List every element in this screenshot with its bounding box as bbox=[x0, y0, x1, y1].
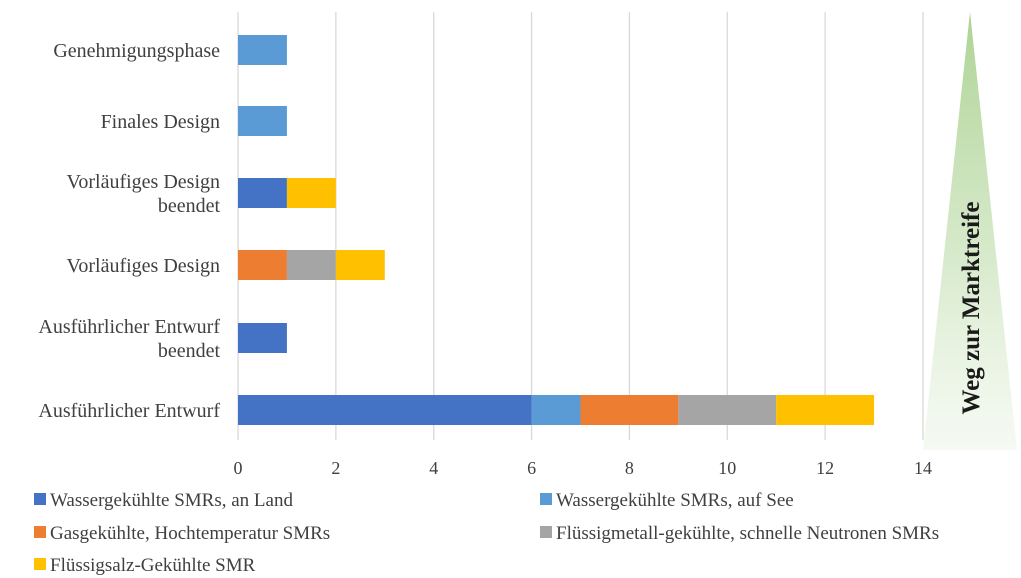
bar-segment bbox=[238, 395, 532, 425]
x-tick-label: 2 bbox=[331, 458, 340, 478]
category-label: beendet bbox=[158, 340, 221, 362]
x-tick-label: 14 bbox=[914, 458, 932, 478]
bar-segment bbox=[678, 395, 777, 425]
x-tick-label: 0 bbox=[234, 458, 243, 478]
x-tick-label: 8 bbox=[625, 458, 634, 478]
category-label: beendet bbox=[158, 195, 221, 217]
legend-label: Wassergekühlte SMRs, auf See bbox=[556, 490, 794, 511]
category-labels: Genehmigungsphase Finales Design Vorläufig… bbox=[38, 40, 220, 422]
legend: Wassergekühlte SMRs, an Land Wassergekühl… bbox=[34, 490, 939, 576]
bar-segment bbox=[238, 250, 287, 280]
bars bbox=[238, 35, 875, 425]
x-tick-label: 6 bbox=[527, 458, 536, 478]
bar-segment bbox=[238, 106, 287, 136]
category-label: Vorläufiges Design bbox=[67, 171, 221, 193]
legend-label: Gasgekühlte, Hochtemperatur SMRs bbox=[50, 523, 330, 544]
legend-label: Flüssigsalz-Gekühlte SMR bbox=[50, 555, 256, 576]
category-label: Genehmigungsphase bbox=[53, 40, 220, 62]
market-readiness-arrow: Weg zur Marktreife bbox=[923, 12, 1017, 450]
x-tick-label: 4 bbox=[429, 458, 438, 478]
x-tick-label: 10 bbox=[718, 458, 736, 478]
bar-segment bbox=[238, 323, 287, 353]
bar-segment bbox=[286, 178, 336, 208]
bar-segment bbox=[531, 395, 581, 425]
legend-swatch bbox=[34, 493, 46, 505]
bar-segment bbox=[776, 395, 875, 425]
gridlines bbox=[237, 12, 924, 440]
bar-segment bbox=[335, 250, 385, 280]
legend-swatch bbox=[34, 526, 46, 538]
legend-label: Wassergekühlte SMRs, an Land bbox=[50, 490, 293, 511]
bar-segment bbox=[238, 178, 287, 208]
market-readiness-triangle bbox=[923, 12, 1017, 450]
x-tick-label: 12 bbox=[816, 458, 834, 478]
category-label: Finales Design bbox=[101, 111, 220, 133]
bar-segment bbox=[238, 35, 287, 65]
x-tick-labels: 0 2 4 6 8 10 12 14 bbox=[234, 458, 933, 478]
legend-swatch bbox=[540, 526, 552, 538]
category-label: Ausführlicher Entwurf bbox=[38, 316, 220, 338]
legend-label: Flüssigmetall-gekühlte, schnelle Neutron… bbox=[556, 523, 939, 544]
bar-segment bbox=[580, 395, 679, 425]
bar-segment bbox=[286, 250, 336, 280]
legend-swatch bbox=[540, 493, 552, 505]
side-label: Weg zur Marktreife bbox=[958, 202, 985, 415]
legend-swatch bbox=[34, 558, 46, 570]
category-label: Vorläufiges Design bbox=[67, 255, 221, 277]
category-label: Ausführlicher Entwurf bbox=[38, 400, 220, 422]
